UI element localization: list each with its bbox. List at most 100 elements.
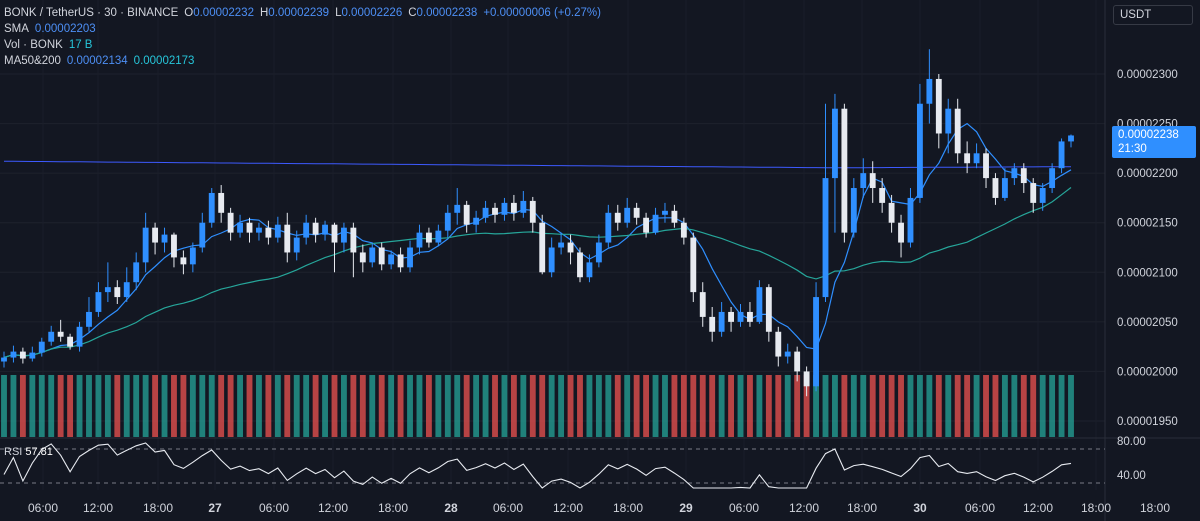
ma-row[interactable]: MA50&200 0.00002134 0.00002173 (4, 53, 601, 69)
candle (794, 346, 801, 382)
candle-body (463, 204, 470, 225)
candle-body (482, 207, 489, 218)
candle (813, 282, 819, 392)
rsi-tick-label: 80.00 (1117, 436, 1146, 448)
candle-body (860, 173, 867, 189)
candle (624, 197, 631, 228)
candle (482, 200, 489, 223)
candle-body (303, 222, 310, 238)
candle (510, 194, 517, 221)
ma-label: MA50&200 (4, 55, 61, 67)
candle-body (803, 371, 810, 387)
candle-body (586, 262, 593, 278)
candle-body (888, 202, 895, 223)
volume-bar (19, 375, 26, 437)
candle (926, 49, 933, 124)
candle (369, 242, 376, 268)
volume-bar (1039, 375, 1046, 437)
candle (331, 222, 338, 273)
candle (916, 83, 923, 203)
volume-bar (945, 375, 952, 437)
volume-bar (935, 375, 942, 437)
volume-bar (454, 375, 461, 437)
candle (690, 232, 697, 303)
candle-body (237, 222, 243, 233)
symbol-label: BONK / TetherUS · 30 · BINANCE (4, 7, 179, 19)
candle-body (369, 247, 376, 263)
candle-body (869, 173, 876, 189)
candle-body (775, 331, 782, 357)
candle-body (57, 331, 64, 337)
candle-body (756, 287, 763, 322)
candle (765, 284, 772, 342)
candle (709, 306, 716, 342)
volume-bar (1, 375, 7, 437)
volume-bar (171, 375, 177, 437)
volume-bar (775, 375, 782, 437)
sma-row[interactable]: SMA 0.00002203 (4, 21, 601, 37)
candle-body (558, 242, 565, 248)
rsi-legend[interactable]: RSI 57.81 (4, 446, 53, 458)
moving-average-lines (3, 122, 1072, 359)
candle-body (747, 311, 753, 322)
candle (775, 326, 782, 367)
candle (425, 227, 432, 248)
close-value: 0.00002238 (416, 7, 478, 19)
candle-body (614, 212, 621, 223)
volume-bar (765, 375, 772, 437)
candlesticks (1, 49, 1074, 397)
candle-body (350, 227, 357, 253)
volume-bar (104, 375, 111, 437)
candle-body (633, 207, 640, 218)
candle (784, 343, 791, 364)
volume-bar (331, 375, 338, 437)
candle-body (199, 222, 206, 248)
volume-bar (624, 375, 631, 437)
candle-body (435, 230, 442, 243)
volume-bar (888, 375, 895, 437)
candle (293, 230, 300, 261)
volume-row[interactable]: Vol · BONK 17 B (4, 37, 601, 53)
close-label: C (408, 7, 417, 19)
volume-bar (737, 375, 744, 437)
time-tick-label: 12:00 (789, 501, 819, 515)
candle (577, 247, 583, 283)
volume-bar (954, 375, 961, 437)
candle (312, 217, 319, 243)
candle (284, 212, 291, 263)
currency-selector[interactable]: USDT (1113, 5, 1193, 25)
candle-body (992, 178, 999, 198)
candle (822, 103, 829, 303)
candle-body (926, 78, 933, 104)
candle (898, 214, 904, 258)
volume-bar (312, 375, 319, 437)
candle (180, 250, 187, 275)
candle (237, 214, 243, 238)
volume-bar (1049, 375, 1056, 437)
last-price-tag: 0.00002238 21:30 (1112, 126, 1196, 158)
candle (728, 306, 734, 332)
candle-body (813, 297, 819, 387)
volume-bar (983, 375, 989, 437)
volume-bar (756, 375, 763, 437)
candle (265, 220, 272, 245)
volume-bar (690, 375, 697, 437)
volume-bar (501, 375, 508, 437)
volume-bar (662, 375, 668, 437)
ma50-line (3, 187, 1072, 359)
candle-body (898, 222, 904, 243)
time-tick-label: 18:00 (613, 501, 643, 515)
price-tick-label: 0.00002300 (1117, 69, 1178, 81)
time-tick-label: 12:00 (553, 501, 583, 515)
volume-bar (492, 375, 498, 437)
volume-bar (510, 375, 517, 437)
candle-body (312, 222, 319, 235)
candle (973, 143, 980, 169)
candle-body (577, 252, 583, 278)
candle (123, 267, 130, 303)
candle-body (265, 227, 272, 238)
volume-bar (38, 375, 45, 437)
volume-bar (274, 375, 281, 437)
candle (1011, 163, 1018, 186)
